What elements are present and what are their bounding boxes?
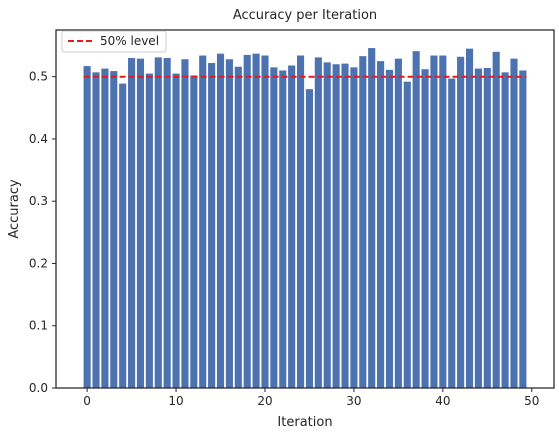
bar-25 (305, 89, 314, 388)
bar-24 (296, 55, 305, 389)
bar-36 (403, 81, 411, 389)
bar-19 (252, 53, 260, 389)
bar-10 (172, 73, 180, 388)
bar-16 (225, 59, 233, 389)
bar-34 (385, 69, 394, 388)
y-tick-label-0: 0.0 (29, 381, 48, 395)
bar-9 (163, 58, 171, 388)
bar-13 (199, 55, 207, 389)
x-tick-label-10: 10 (168, 394, 183, 408)
bar-26 (314, 57, 322, 389)
bar-38 (421, 69, 429, 388)
bar-40 (439, 55, 447, 389)
bar-11 (181, 59, 189, 389)
x-ticks-group: 0 10 20 30 40 50 (83, 388, 539, 408)
bar-17 (234, 66, 242, 388)
bar-1 (92, 72, 100, 388)
bar-29 (341, 63, 349, 388)
bar-30 (350, 67, 358, 389)
bar-22 (279, 70, 287, 388)
bar-43 (465, 48, 474, 389)
bar-6 (136, 58, 145, 388)
chart-title: Accuracy per Iteration (233, 8, 377, 23)
x-tick-label-0: 0 (83, 394, 91, 408)
bars-group (83, 48, 527, 389)
bar-32 (368, 48, 376, 388)
bar-49 (519, 70, 527, 388)
bar-0 (83, 66, 91, 389)
bar-21 (270, 67, 278, 389)
bar-44 (474, 68, 482, 388)
bar-14 (208, 62, 216, 388)
bar-3 (110, 71, 118, 389)
y-tick-label-3: 0.3 (29, 194, 48, 208)
y-tick-label-2: 0.2 (29, 256, 48, 270)
bar-37 (412, 51, 420, 388)
bar-20 (261, 55, 269, 389)
bar-15 (216, 53, 225, 389)
x-axis-label: Iteration (277, 415, 332, 430)
bar-31 (359, 56, 367, 388)
y-tick-label-4: 0.4 (29, 132, 48, 146)
bar-5 (128, 58, 136, 388)
x-tick-label-40: 40 (435, 394, 450, 408)
bar-45 (483, 67, 491, 389)
legend-box (61, 30, 167, 53)
bar-12 (190, 75, 198, 388)
bar-8 (154, 57, 162, 389)
bar-4 (119, 83, 127, 389)
bar-35 (394, 58, 402, 388)
x-tick-label-30: 30 (346, 394, 361, 408)
legend-label: 50% level (100, 34, 159, 48)
bar-33 (377, 61, 385, 389)
y-tick-label-1: 0.1 (29, 319, 48, 333)
bar-39 (430, 55, 438, 389)
bar-27 (323, 62, 331, 389)
bar-42 (457, 56, 465, 388)
x-tick-label-50: 50 (524, 394, 539, 408)
y-ticks-group: 0.0 0.1 0.2 0.3 0.4 0.5 (29, 70, 56, 395)
bar-41 (448, 78, 456, 388)
legend: 50% level (61, 30, 167, 53)
bar-28 (332, 64, 340, 389)
plot-area-frame (55, 29, 555, 389)
y-tick-label-5: 0.5 (29, 70, 48, 84)
bar-7 (145, 73, 153, 388)
bar-18 (243, 54, 251, 388)
bar-23 (288, 65, 296, 388)
x-tick-label-20: 20 (257, 394, 272, 408)
bar-47 (501, 72, 509, 388)
bar-2 (101, 68, 109, 388)
bar-46 (492, 51, 500, 388)
bar-48 (510, 58, 518, 388)
y-axis-label: Accuracy (7, 179, 22, 239)
